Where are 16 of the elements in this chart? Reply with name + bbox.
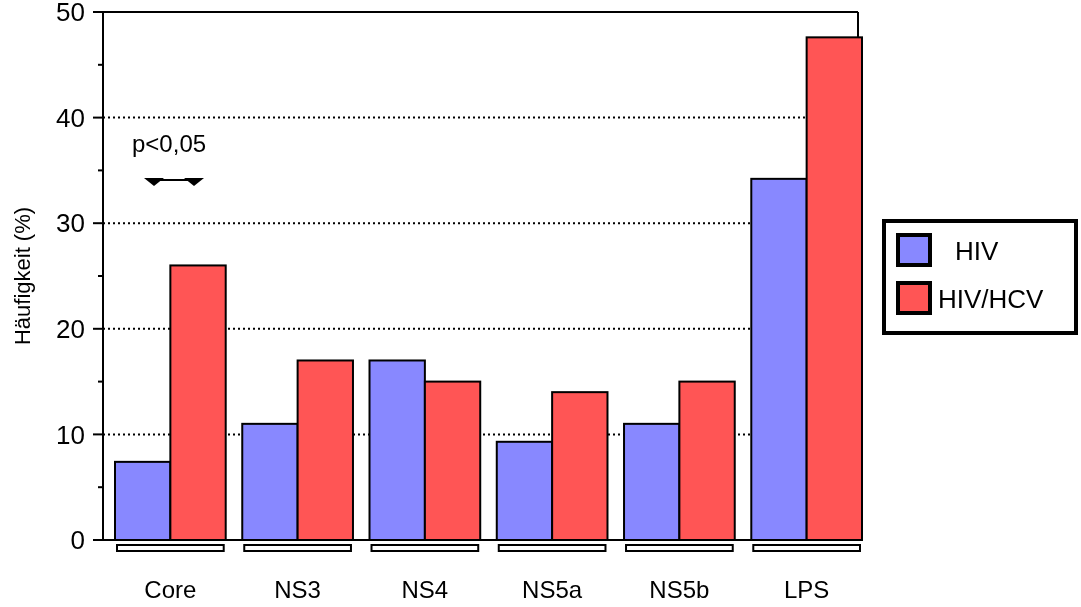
y-tick-label: 50 [56, 0, 85, 28]
x-tick-label: NS5b [649, 576, 710, 603]
y-tick-label: 10 [56, 419, 85, 450]
annotation: p<0,05 [132, 130, 207, 157]
x-tick-label: LPS [783, 576, 830, 603]
y-axis-title: Häufigkeit (%) [10, 206, 35, 346]
x-tick-label: Core [144, 576, 197, 603]
legend-label: HIV [955, 236, 999, 267]
y-tick-label: 30 [56, 208, 85, 239]
y-tick-label: 40 [56, 102, 85, 133]
y-tick-label: 0 [70, 525, 85, 556]
x-tick-label: NS4 [401, 576, 449, 603]
x-tick-label: NS5a [522, 576, 583, 603]
legend-label: HIV/HCV [938, 284, 1045, 315]
y-tick-label: 20 [56, 313, 85, 344]
x-tick-label: NS3 [274, 576, 321, 603]
